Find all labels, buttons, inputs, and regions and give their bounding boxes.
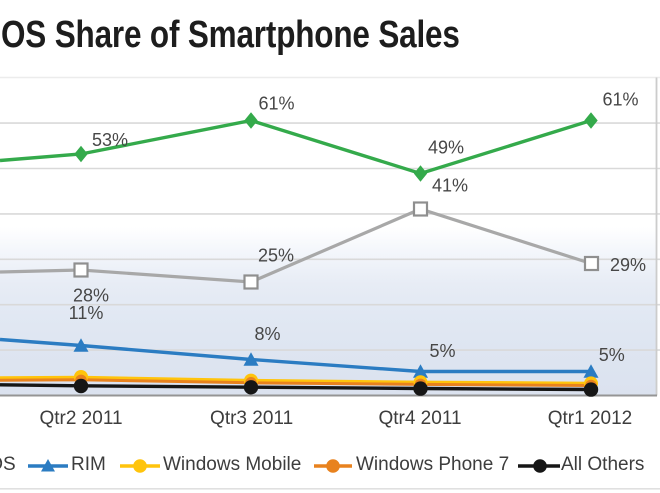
svg-text:25%: 25% (258, 246, 294, 266)
svg-text:8%: 8% (254, 324, 280, 344)
svg-text:53%: 53% (92, 130, 128, 150)
svg-text:5%: 5% (429, 341, 455, 361)
svg-text:61%: 61% (602, 90, 638, 110)
svg-text:28%: 28% (73, 286, 109, 306)
svg-text:41%: 41% (432, 176, 468, 196)
svg-text:49%: 49% (428, 138, 464, 158)
svg-text:11%: 11% (69, 303, 104, 323)
svg-text:29%: 29% (610, 255, 646, 275)
svg-text:61%: 61% (258, 94, 294, 114)
svg-text:5%: 5% (599, 345, 625, 365)
